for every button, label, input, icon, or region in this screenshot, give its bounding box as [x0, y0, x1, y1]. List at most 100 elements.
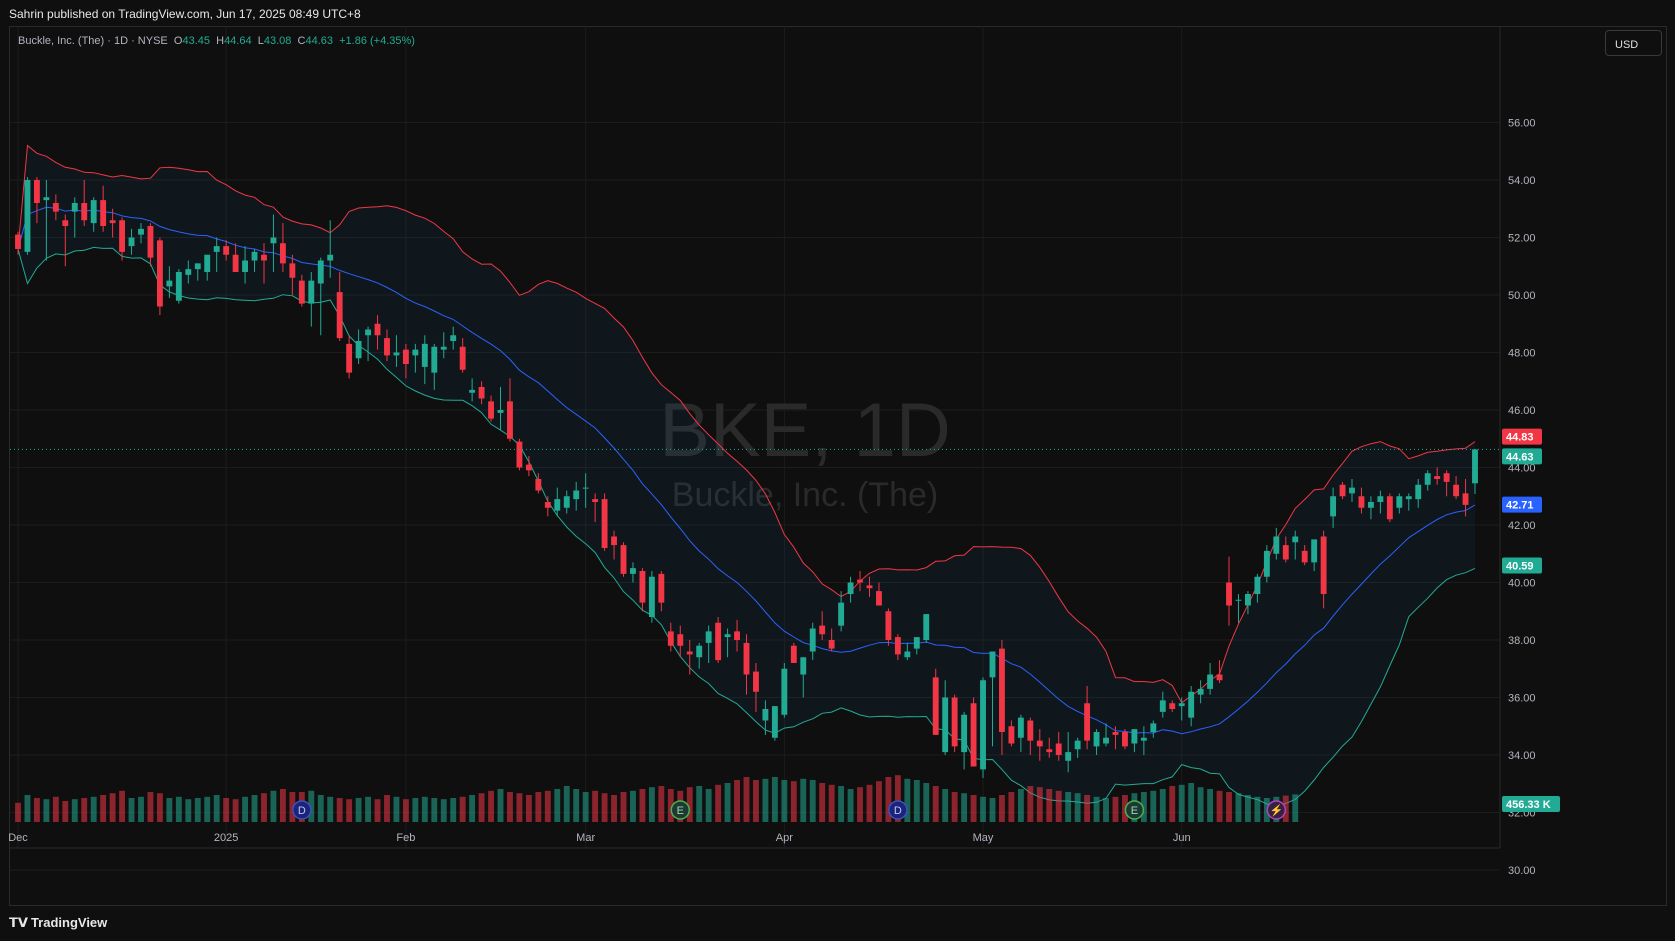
price-axis: 56.00 54.00 52.00 50.00 48.00 46.00 44.00 42.00… [1499, 26, 1536, 877]
volume-bar [317, 795, 324, 822]
price-tick-label: 30.00 [1508, 865, 1536, 877]
currency-button[interactable]: USD [1605, 30, 1662, 56]
candle-body [507, 401, 513, 439]
volume-bar [119, 790, 126, 822]
volume-bar [885, 777, 892, 822]
candle-body [421, 343, 428, 367]
candle-body [639, 571, 646, 603]
volume-bar [1188, 783, 1195, 822]
volume-bar [648, 787, 655, 822]
candle-body [1301, 550, 1308, 563]
candle-body [1472, 449, 1478, 484]
candle-body [923, 614, 930, 640]
bollinger-upper [17, 144, 1476, 704]
volume-bar [980, 796, 986, 822]
candle-body [771, 706, 778, 738]
candle-body [33, 180, 40, 203]
volume-bar [535, 792, 542, 822]
volume-bar [913, 780, 920, 822]
candle-body [374, 323, 381, 336]
price-candles [10, 177, 1500, 778]
candle-body [1207, 674, 1214, 689]
candle-body [242, 260, 248, 272]
price-label-box [1502, 448, 1542, 465]
price-tick-label: 38.00 [1508, 635, 1536, 647]
tradingview-logo[interactable]: 𝗧𝗩 TradingView [9, 915, 107, 931]
tradingview-icon: 𝗧𝗩 [9, 915, 28, 930]
time-tick-label: Dec [8, 832, 28, 844]
candle-body [81, 203, 88, 221]
candle-body [1330, 496, 1337, 517]
earnings-icon-label: E [1131, 805, 1138, 817]
volume-bar [923, 783, 930, 822]
volume-bar [715, 784, 722, 822]
volume-bar [175, 796, 182, 822]
volume-bar [1245, 795, 1251, 822]
volume-bar [450, 798, 457, 822]
candle-body [308, 280, 315, 304]
volume-bar [942, 789, 949, 822]
time-tick-label: Apr [776, 832, 793, 844]
volume-bar [289, 792, 296, 822]
candle-body [1140, 737, 1147, 741]
candle-body [497, 410, 504, 413]
chart-frame[interactable] [9, 26, 1667, 906]
candle-body [185, 269, 192, 275]
volume-bar [128, 798, 135, 822]
candle-body [790, 645, 797, 663]
candle-body [563, 496, 570, 508]
price-tick-label: 56.00 [1508, 118, 1536, 130]
candle-body [213, 246, 220, 252]
candle-body [961, 714, 968, 753]
volume-bar [261, 793, 267, 822]
volume-bar [828, 784, 835, 822]
candle-body [279, 243, 286, 264]
symbol-legend[interactable]: Buckle, Inc. (The) · 1D · NYSE O43.45 H4… [18, 35, 415, 47]
volume-bar [838, 786, 845, 822]
volume-bar [507, 792, 513, 822]
price-tick-label: 44.00 [1508, 463, 1536, 475]
price-label-text: 42.71 [1506, 500, 1534, 512]
candle-body [1122, 732, 1128, 747]
volume-bar [658, 786, 665, 822]
time-tick-label: 2025 [214, 832, 238, 844]
candle-body [857, 579, 863, 583]
candle-body [951, 697, 958, 747]
change-value: +1.86 (+4.35%) [339, 35, 415, 47]
candle-body [440, 346, 447, 350]
time-tick-label: Mar [576, 832, 595, 844]
open-label: O [173, 35, 183, 47]
volume-bar [33, 798, 40, 822]
candle-body [1377, 496, 1384, 502]
lightning-icon [1266, 800, 1287, 820]
candle-body [1386, 496, 1393, 520]
candle-body [1008, 726, 1015, 744]
volume-bar [488, 790, 494, 822]
volume-bar [327, 796, 334, 822]
candle-body [667, 631, 674, 646]
candle-body [355, 341, 362, 359]
candle-body [592, 499, 599, 502]
candle-body [223, 246, 230, 255]
volume-bar [1216, 790, 1223, 822]
candle-body [119, 220, 126, 252]
candle-body [1320, 536, 1327, 594]
volume-bar [393, 796, 400, 822]
volume-bar [1103, 798, 1109, 822]
candle-body [204, 254, 211, 272]
price-label-box [1502, 496, 1542, 513]
candle-body [431, 346, 438, 373]
volume-bar [1226, 792, 1232, 822]
volume-bar [724, 783, 731, 822]
candle-body [1443, 473, 1450, 482]
volume-bar [611, 795, 617, 822]
candle-body [450, 335, 457, 341]
candle-body [52, 203, 59, 212]
candle-body [1188, 691, 1195, 718]
volume-bar [1074, 793, 1081, 822]
volume-bar [459, 796, 466, 822]
candle-body [488, 401, 494, 419]
volume-bar [336, 798, 343, 822]
volume-bar [62, 801, 69, 822]
